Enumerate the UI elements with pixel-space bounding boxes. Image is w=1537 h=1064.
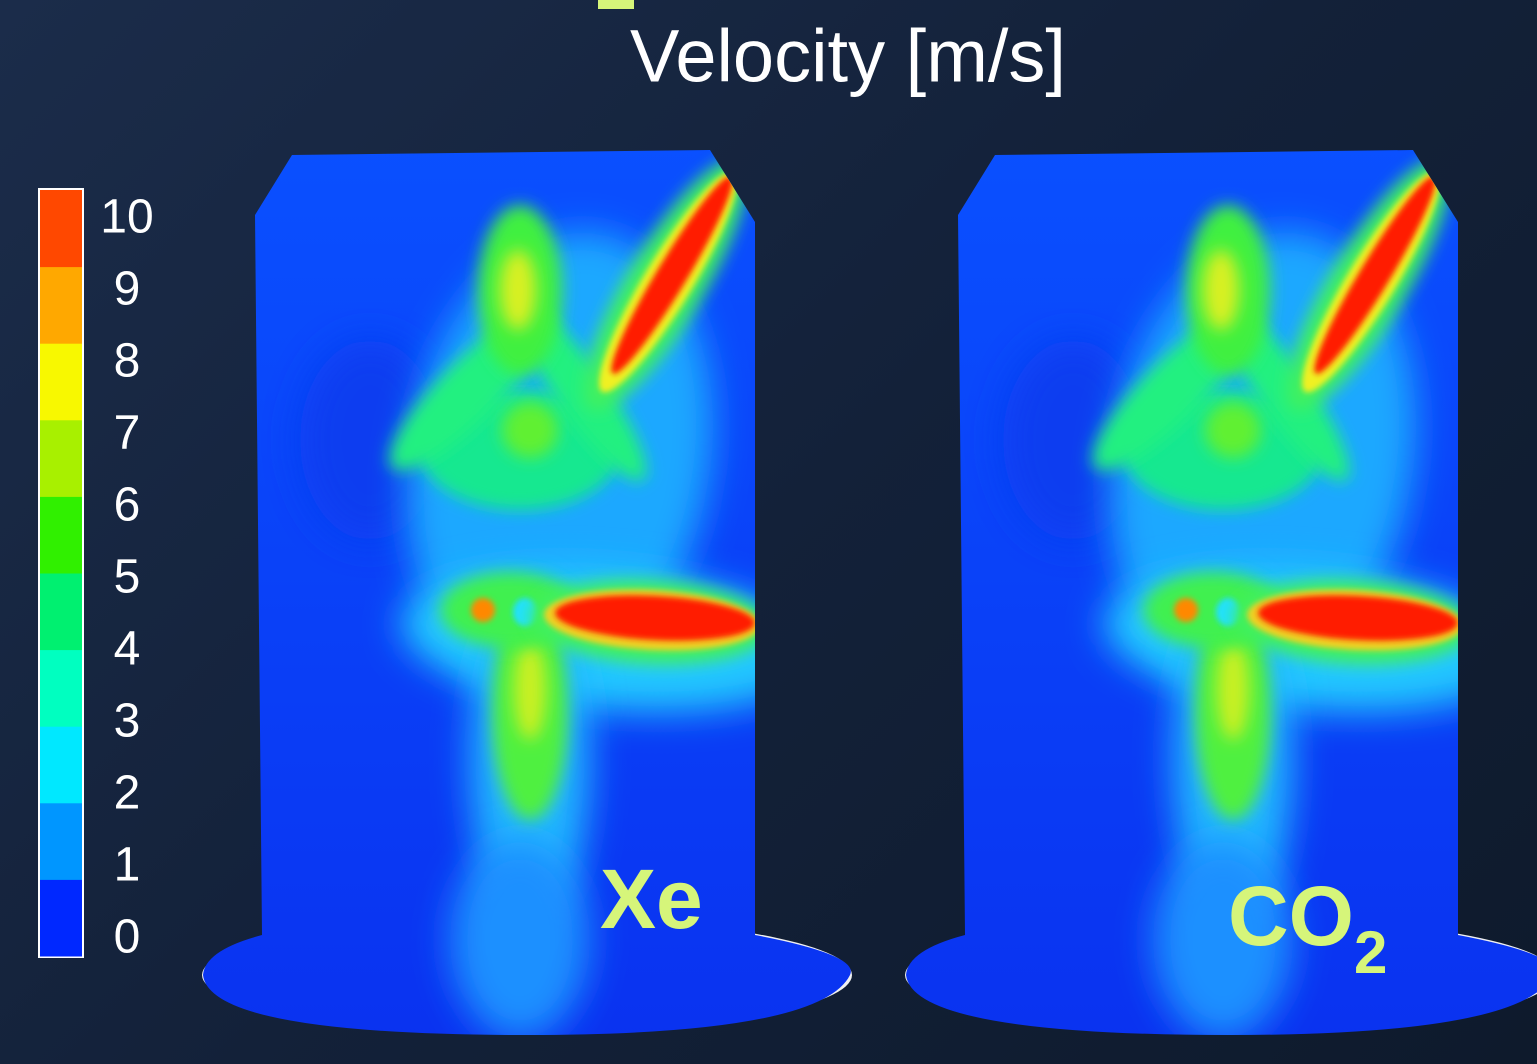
yellow-core: [1217, 640, 1249, 740]
colorbar-segment: [40, 803, 82, 880]
colorbar-segment: [40, 496, 82, 573]
colorbar-segment: [40, 726, 82, 803]
colorbar-tick-label: 8: [114, 335, 141, 388]
colorbar-tick-label: 7: [114, 407, 141, 460]
colorbar-tick-label: 3: [114, 695, 141, 748]
cyan-halo: [450, 840, 590, 1040]
colorbar-segment: [40, 879, 82, 956]
colorbar-tick-label: 2: [114, 767, 141, 820]
panel-label-text: Xe: [600, 852, 703, 946]
green-node: [1205, 402, 1261, 458]
flow-field: [195, 140, 865, 1050]
yellow-core: [500, 250, 536, 330]
yellow-core: [1203, 250, 1239, 330]
panels: Xe CO2: [195, 140, 1537, 1050]
panel-label: Xe: [600, 852, 703, 946]
contour-panel: Xe: [195, 140, 865, 1050]
slide: Velocity [m/s] 012345678910 XeCO2: [0, 0, 1537, 1064]
colorbar-segment: [40, 420, 82, 497]
colorbar-segment: [40, 267, 82, 344]
green-node: [502, 402, 558, 458]
orange-spot: [471, 598, 495, 622]
cut-text-fragment: [598, 0, 634, 9]
colorbar-tick-label: 9: [114, 263, 141, 316]
colorbar-tick-label: 1: [114, 839, 141, 892]
colorbar-tick-label: 10: [100, 191, 153, 244]
title: Velocity [m/s]: [630, 15, 1066, 98]
panel-label-subscript: 2: [1354, 919, 1387, 986]
colorbar-segment: [40, 650, 82, 727]
colorbar-tick-label: 0: [114, 911, 141, 964]
colorbar-segment: [40, 190, 82, 267]
colorbar-segment: [40, 573, 82, 650]
flow-field: [898, 140, 1537, 1050]
colorbar: 0 1 2 3 4 5 6 7 8 9 10: [40, 190, 154, 964]
yellow-core: [514, 640, 546, 740]
colorbar-segment: [40, 343, 82, 420]
panel-label-text: CO: [1228, 869, 1354, 963]
colorbar-tick-label: 4: [114, 623, 141, 676]
colorbar-tick-label: 6: [114, 479, 141, 532]
colorbar-tick-label: 5: [114, 551, 141, 604]
page: Velocity [m/s] 012345678910 XeCO2 (() =>…: [0, 0, 1537, 1064]
contour-panel: CO2: [898, 140, 1537, 1050]
orange-spot: [1174, 598, 1198, 622]
